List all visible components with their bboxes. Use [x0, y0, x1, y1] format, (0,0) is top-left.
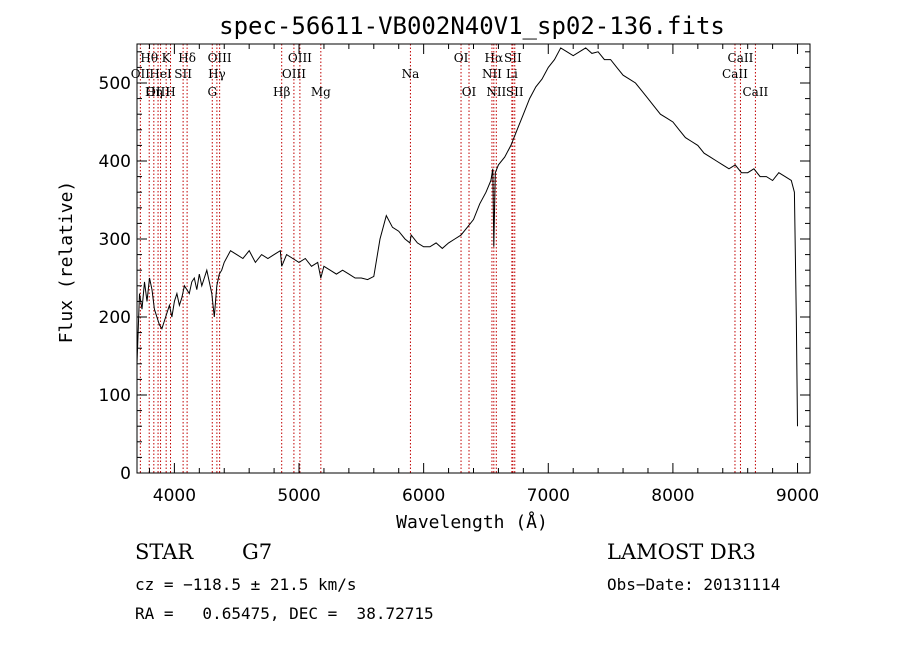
survey-name: LAMOST DR3	[607, 540, 756, 564]
line-label-12: Hβ	[273, 85, 290, 99]
line-label-1: OII	[131, 67, 151, 81]
coordinates: RA = 0.65475, DEC = 38.72715	[135, 604, 434, 623]
y-tick-label-1: 100	[99, 386, 131, 406]
line-label-2: OIII	[146, 85, 170, 99]
line-label-0: Hθ	[140, 51, 158, 65]
x-tick-label-3: 7000	[527, 486, 570, 506]
plot-frame	[136, 43, 811, 474]
flux-series-line	[136, 47, 798, 427]
emission-line-markers: Hθ OII OIII K HeI Hη H SII Hδ OIII Hγ G Hβ OIII OIII Mg…	[131, 44, 769, 473]
line-label-8: Hδ	[178, 51, 196, 65]
y-tick-label-0: 0	[120, 464, 131, 484]
line-label-3: K	[162, 51, 172, 65]
line-label-20: NII	[482, 67, 502, 81]
y-tick-label-3: 300	[99, 230, 131, 250]
line-label-17: OI	[454, 51, 469, 65]
y-tick-label-4: 400	[99, 152, 131, 172]
y-tick-label-2: 200	[99, 308, 131, 328]
line-label-9: OIII	[208, 51, 232, 65]
line-label-26: CaII	[722, 67, 748, 81]
line-label-7: SII	[174, 67, 192, 81]
chart-title: spec-56611-VB002N40V1_sp02-136.fits	[219, 12, 725, 40]
y-tick-label-5: 500	[99, 74, 131, 94]
line-label-11: G	[207, 85, 217, 99]
x-axis-label: Wavelength (Å)	[396, 511, 548, 533]
line-label-23: Li	[506, 67, 518, 81]
object-class: STAR	[135, 540, 194, 564]
object-subclass: G7	[242, 540, 273, 564]
axis-ticks: 4000 5000 6000 7000 8000 9000 0 100 200 300 400 500	[99, 44, 819, 506]
line-label-10: Hγ	[208, 67, 226, 81]
line-label-22: SII	[504, 51, 522, 65]
x-tick-label-5: 9000	[776, 486, 819, 506]
line-label-14: OIII	[282, 67, 306, 81]
line-label-25: CaII	[728, 51, 754, 65]
line-label-19: Hα	[485, 51, 504, 65]
x-tick-label-0: 4000	[153, 486, 196, 506]
line-label-5: Hη	[145, 85, 163, 99]
line-label-13: OIII	[288, 51, 312, 65]
line-label-6: H	[165, 85, 175, 99]
observation-date: Obs−Date: 20131114	[607, 575, 781, 594]
line-label-24: SII	[506, 85, 524, 99]
x-tick-label-1: 5000	[277, 486, 320, 506]
y-axis-label: Flux (relative)	[56, 181, 77, 344]
x-tick-label-2: 6000	[402, 486, 445, 506]
redshift-velocity: cz = −118.5 ± 21.5 km/s	[135, 575, 357, 594]
x-tick-label-4: 8000	[651, 486, 694, 506]
line-label-4: HeI	[149, 67, 172, 81]
line-label-27: CaII	[742, 85, 768, 99]
line-label-16: Na	[402, 67, 420, 81]
line-label-18: OI	[462, 85, 477, 99]
line-label-21: NII	[486, 85, 506, 99]
line-label-15: Mg	[311, 85, 331, 99]
